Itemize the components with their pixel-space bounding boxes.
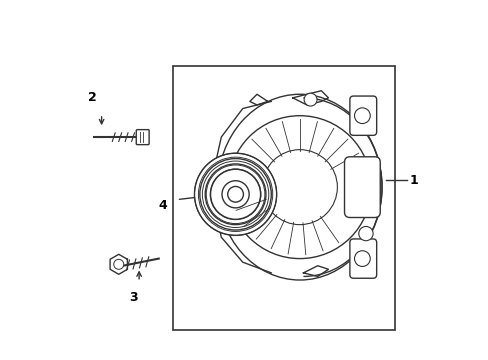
FancyBboxPatch shape	[344, 157, 380, 217]
FancyBboxPatch shape	[349, 239, 376, 278]
Circle shape	[304, 93, 316, 106]
Text: 4: 4	[158, 198, 166, 212]
Circle shape	[354, 251, 369, 266]
Circle shape	[262, 150, 337, 225]
Circle shape	[114, 259, 123, 269]
Text: 1: 1	[409, 174, 418, 186]
Circle shape	[227, 186, 243, 202]
Bar	[173, 66, 394, 330]
Circle shape	[200, 158, 271, 230]
FancyBboxPatch shape	[349, 96, 376, 135]
Circle shape	[194, 153, 276, 235]
Circle shape	[354, 108, 369, 123]
FancyBboxPatch shape	[136, 130, 149, 145]
Circle shape	[205, 164, 265, 225]
Circle shape	[228, 116, 370, 258]
Text: 3: 3	[129, 291, 138, 305]
Ellipse shape	[217, 94, 381, 280]
Text: 2: 2	[88, 91, 97, 104]
Circle shape	[210, 169, 260, 219]
Circle shape	[358, 226, 372, 241]
Circle shape	[222, 181, 248, 208]
